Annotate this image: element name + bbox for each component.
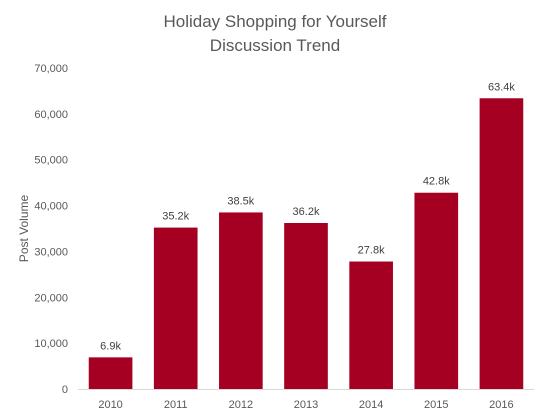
x-tick-label: 2010 xyxy=(98,399,122,411)
x-tick-label: 2016 xyxy=(489,399,513,411)
bar-2011 xyxy=(153,227,198,389)
x-axis-ticks: 2010 2011 2012 2013 2014 2015 2016 xyxy=(98,399,513,411)
chart-title-line-1: Holiday Shopping for Yourself xyxy=(163,12,387,31)
bar-2013 xyxy=(284,222,328,389)
data-label-2011: 35.2k xyxy=(162,211,189,223)
data-label-2014: 27.8k xyxy=(358,245,385,257)
bar-2010 xyxy=(88,357,133,389)
y-tick-label: 0 xyxy=(62,384,68,396)
x-tick-label: 2015 xyxy=(424,399,448,411)
y-tick-label: 30,000 xyxy=(34,246,68,258)
chart-title: Holiday Shopping for Yourself Discussion… xyxy=(0,10,550,58)
y-axis-label: Post Volume xyxy=(17,194,31,262)
data-labels: 6.9k 35.2k 38.5k 36.2k 27.8k 42.8k 63.4k xyxy=(100,81,515,352)
bars xyxy=(88,98,524,389)
x-tick-label: 2014 xyxy=(359,399,383,411)
bar-2015 xyxy=(414,192,459,389)
data-label-2016: 63.4k xyxy=(488,81,515,93)
y-tick-label: 20,000 xyxy=(34,292,68,304)
data-label-2015: 42.8k xyxy=(423,176,450,188)
y-tick-label: 10,000 xyxy=(34,338,68,350)
x-tick-label: 2013 xyxy=(294,399,318,411)
chart-title-line-2: Discussion Trend xyxy=(209,36,341,55)
data-label-2012: 38.5k xyxy=(227,195,254,207)
data-label-2010: 6.9k xyxy=(100,340,121,352)
y-tick-label: 40,000 xyxy=(34,201,68,213)
bar-2016 xyxy=(479,98,524,389)
y-tick-label: 60,000 xyxy=(34,109,68,121)
bar-2014 xyxy=(349,261,393,389)
y-tick-label: 50,000 xyxy=(34,155,68,167)
y-tick-label: 70,000 xyxy=(34,63,68,75)
x-tick-label: 2012 xyxy=(229,399,253,411)
x-tick-label: 2011 xyxy=(164,399,188,411)
data-label-2013: 36.2k xyxy=(293,206,320,218)
bar-2012 xyxy=(219,212,263,389)
y-axis-ticks: 0 10,000 20,000 30,000 40,000 50,000 60,000 70,… xyxy=(34,63,68,396)
